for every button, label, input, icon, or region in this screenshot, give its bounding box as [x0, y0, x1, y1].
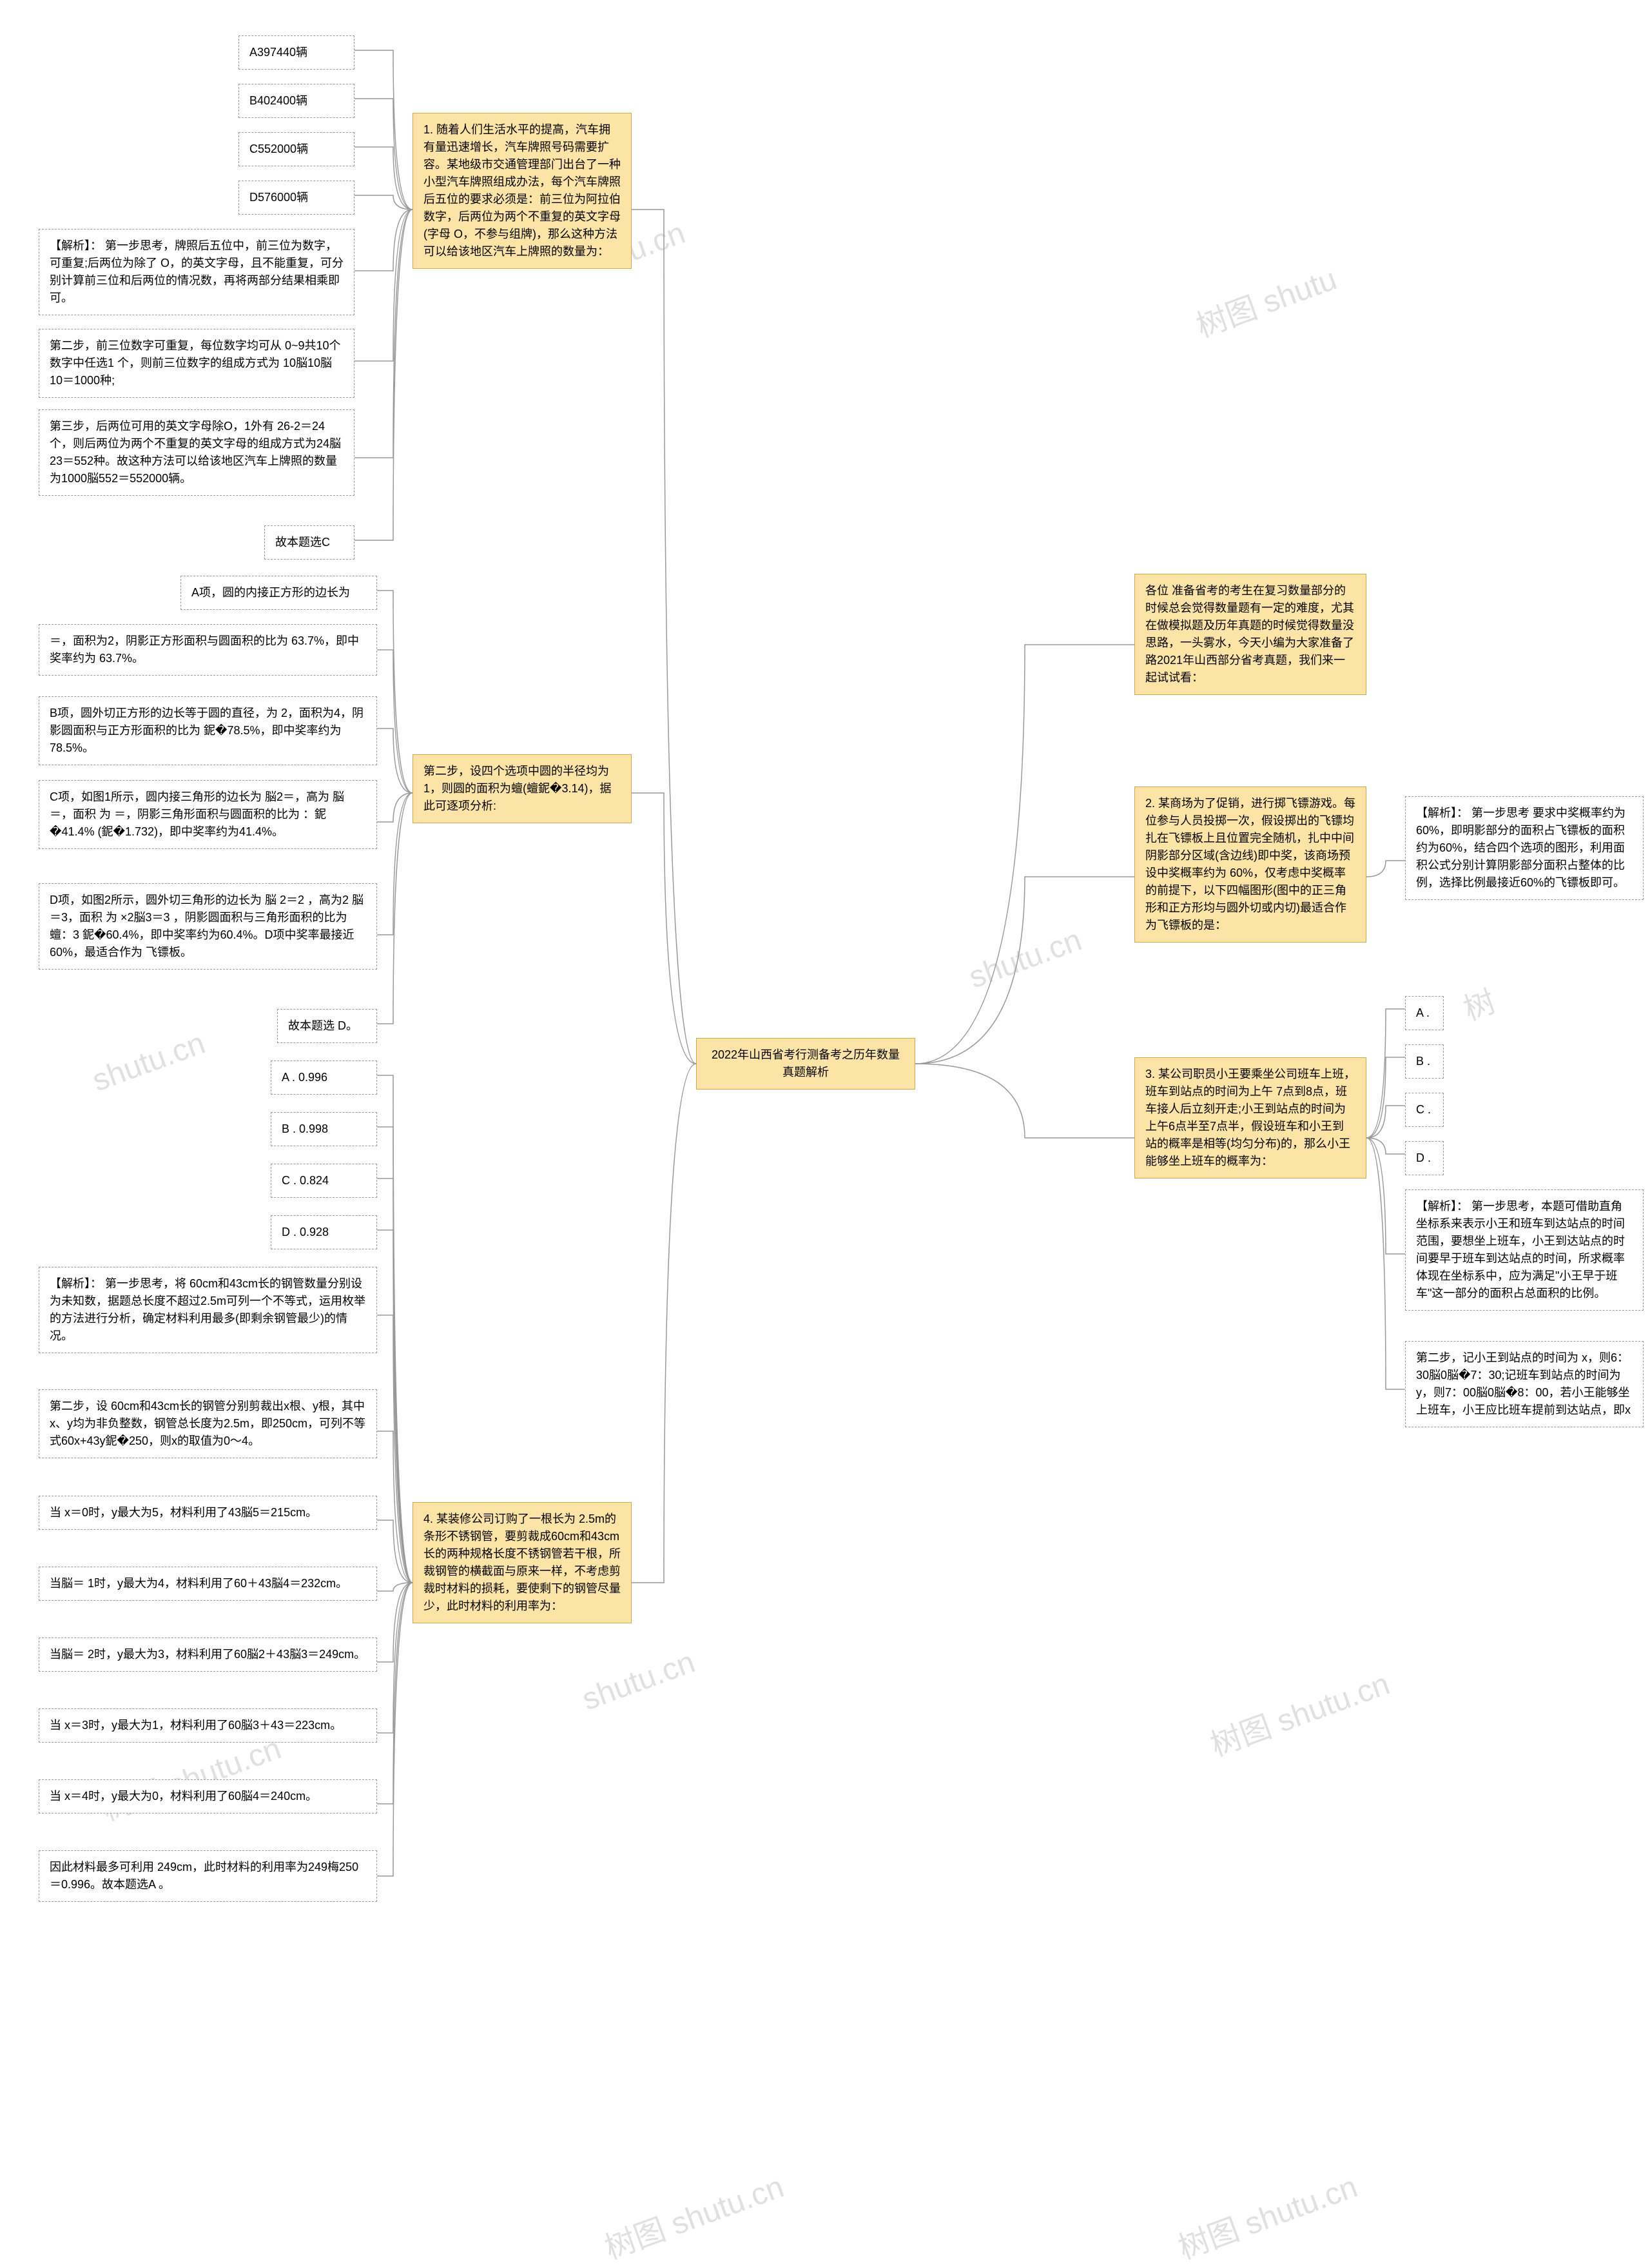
leaf-q4-s3: 当 x＝0时，y最大为5，材料利用了43脳5＝215cm。 — [39, 1496, 377, 1530]
branch-q2: 2. 某商场为了促销，进行掷飞镖游戏。每位参与人员投掷一次，假设掷出的飞镖均扎在… — [1134, 787, 1366, 943]
leaf-q4-s5: 当脳＝ 2时，y最大为3，材料利用了60脳2＋43脳3＝249cm。 — [39, 1637, 377, 1672]
leaf-q3-ans1: 【解析】： 第一步思考，本题可借助直角坐标系来表示小王和班车到达站点的时间范围，… — [1405, 1189, 1644, 1311]
watermark: 树图 shutu — [1189, 253, 1342, 346]
leaf-q1-b: B402400辆 — [238, 84, 354, 118]
center-node: 2022年山西省考行测备考之历年数量真题解析 — [696, 1038, 915, 1090]
leaf-q2b-d: D项，如图2所示，圆外切三角形的边长为 脳 2＝2 ，高为2 脳 ＝3，面积 为… — [39, 883, 377, 970]
watermark: shutu.cn — [964, 923, 1086, 996]
watermark: 树图 shutu.cn — [1171, 2161, 1363, 2267]
leaf-q1-c: C552000辆 — [238, 132, 354, 166]
leaf-q2b-c: C项，如图1所示，圆内接三角形的边长为 脳2＝，高为 脳 ＝，面积 为 ＝，阴影… — [39, 780, 377, 849]
leaf-q2b-ans: 故本题选 D。 — [277, 1009, 377, 1043]
branch-q3: 3. 某公司职员小王要乘坐公司班车上班，班车到站点的时间为上午 7点到8点，班车… — [1134, 1057, 1366, 1178]
leaf-q1-s2: 第二步，前三位数字可重复，每位数字均可从 0~9共10个数字中任选1 个，则前三… — [39, 329, 354, 398]
watermark: 树图 shutu.cn — [597, 2161, 789, 2267]
leaf-q2-ans: 【解析】： 第一步思考 要求中奖概率约为 60%，即明影部分的面积占飞镖板的面积… — [1405, 796, 1644, 900]
branch-q2b: 第二步，设四个选项中圆的半径均为 1，则圆的面积为蟺(蟺鈮�3.14)，据此可逐… — [412, 754, 632, 823]
watermark: 树图 shutu.cn — [1203, 1658, 1395, 1765]
leaf-q1-d: D576000辆 — [238, 181, 354, 215]
leaf-q4-s6: 当 x＝3时，y最大为1，材料利用了60脳3＋43＝223cm。 — [39, 1708, 377, 1743]
leaf-q2b-b: B项，圆外切正方形的边长等于圆的直径，为 2，面积为4，阴影圆面积与正方形面积的… — [39, 696, 377, 765]
leaf-q3-b: B . — [1405, 1044, 1444, 1079]
leaf-q4-s1: 【解析】： 第一步思考，将 60cm和43cm长的钢管数量分别设为未知数，据题总… — [39, 1267, 377, 1353]
leaf-q2b-eq: ＝，面积为2，阴影正方形面积与圆面积的比为 63.7%，即中奖率约为 63.7%… — [39, 624, 377, 676]
watermark: shutu.cn — [578, 1645, 699, 1718]
leaf-q3-a: A . — [1405, 996, 1444, 1030]
leaf-q1-s1: 【解析】： 第一步思考，牌照后五位中，前三位为数字，可重复;后两位为除了 O，的… — [39, 229, 354, 315]
leaf-q3-d: D . — [1405, 1141, 1444, 1175]
leaf-q4-s2: 第二步，设 60cm和43cm长的钢管分别剪裁出x根、y根，其中x、y均为非负整… — [39, 1389, 377, 1458]
leaf-q4-s8: 因此材料最多可利用 249cm，此时材料的利用率为249梅250＝0.996。故… — [39, 1850, 377, 1902]
leaf-q4-a: A . 0.996 — [271, 1061, 377, 1095]
leaf-q4-d: D . 0.928 — [271, 1215, 377, 1249]
watermark: 树 — [1456, 976, 1500, 1029]
leaf-q1-a: A397440辆 — [238, 35, 354, 70]
branch-intro: 各位 准备省考的考生在复习数量部分的时候总会觉得数量题有一定的难度，尤其在做模拟… — [1134, 574, 1366, 695]
leaf-q1-s4: 故本题选C — [264, 525, 354, 560]
leaf-q3-ans2: 第二步，记小王到站点的时间为 x，则6：30脳0脳�7：30;记班车到站点的时间… — [1405, 1341, 1644, 1427]
leaf-q2b-a: A项，圆的内接正方形的边长为 — [180, 576, 377, 610]
leaf-q4-s7: 当 x＝4时，y最大为0，材料利用了60脳4＝240cm。 — [39, 1779, 377, 1813]
watermark: shutu.cn — [88, 1026, 209, 1099]
branch-q4: 4. 某装修公司订购了一根长为 2.5m的条形不锈钢管，要剪裁成60cm和43c… — [412, 1502, 632, 1623]
leaf-q4-s4: 当脳＝ 1时，y最大为4，材料利用了60＋43脳4＝232cm。 — [39, 1567, 377, 1601]
branch-q1: 1. 随着人们生活水平的提高，汽车拥有量迅速增长，汽车牌照号码需要扩容。某地级市… — [412, 113, 632, 269]
leaf-q3-c: C . — [1405, 1093, 1444, 1127]
leaf-q1-s3: 第三步，后两位可用的英文字母除O，1外有 26-2＝24个，则后两位为两个不重复… — [39, 409, 354, 496]
leaf-q4-c: C . 0.824 — [271, 1164, 377, 1198]
leaf-q4-b: B . 0.998 — [271, 1112, 377, 1146]
